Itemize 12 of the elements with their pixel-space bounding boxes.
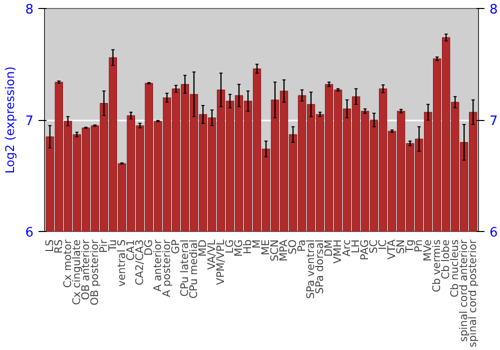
- y-tick-label: 7: [25, 114, 34, 129]
- x-tick-label: RS: [52, 239, 65, 254]
- y2-tick-label: 8: [490, 2, 498, 18]
- x-tick-label: spinal cord posterior: [467, 238, 480, 348]
- x-tick-label: Tg: [404, 239, 416, 254]
- y2-tick-label: 6: [490, 226, 498, 240]
- y2-tick-label: 7: [490, 114, 498, 129]
- y-axis-title: Log2 (expression): [3, 66, 18, 174]
- x-tick-label: OB posterior: [88, 238, 101, 306]
- x-tick-label: DG: [142, 239, 155, 256]
- y-tick-label: 8: [25, 2, 34, 18]
- y-tick-label: 6: [25, 226, 34, 240]
